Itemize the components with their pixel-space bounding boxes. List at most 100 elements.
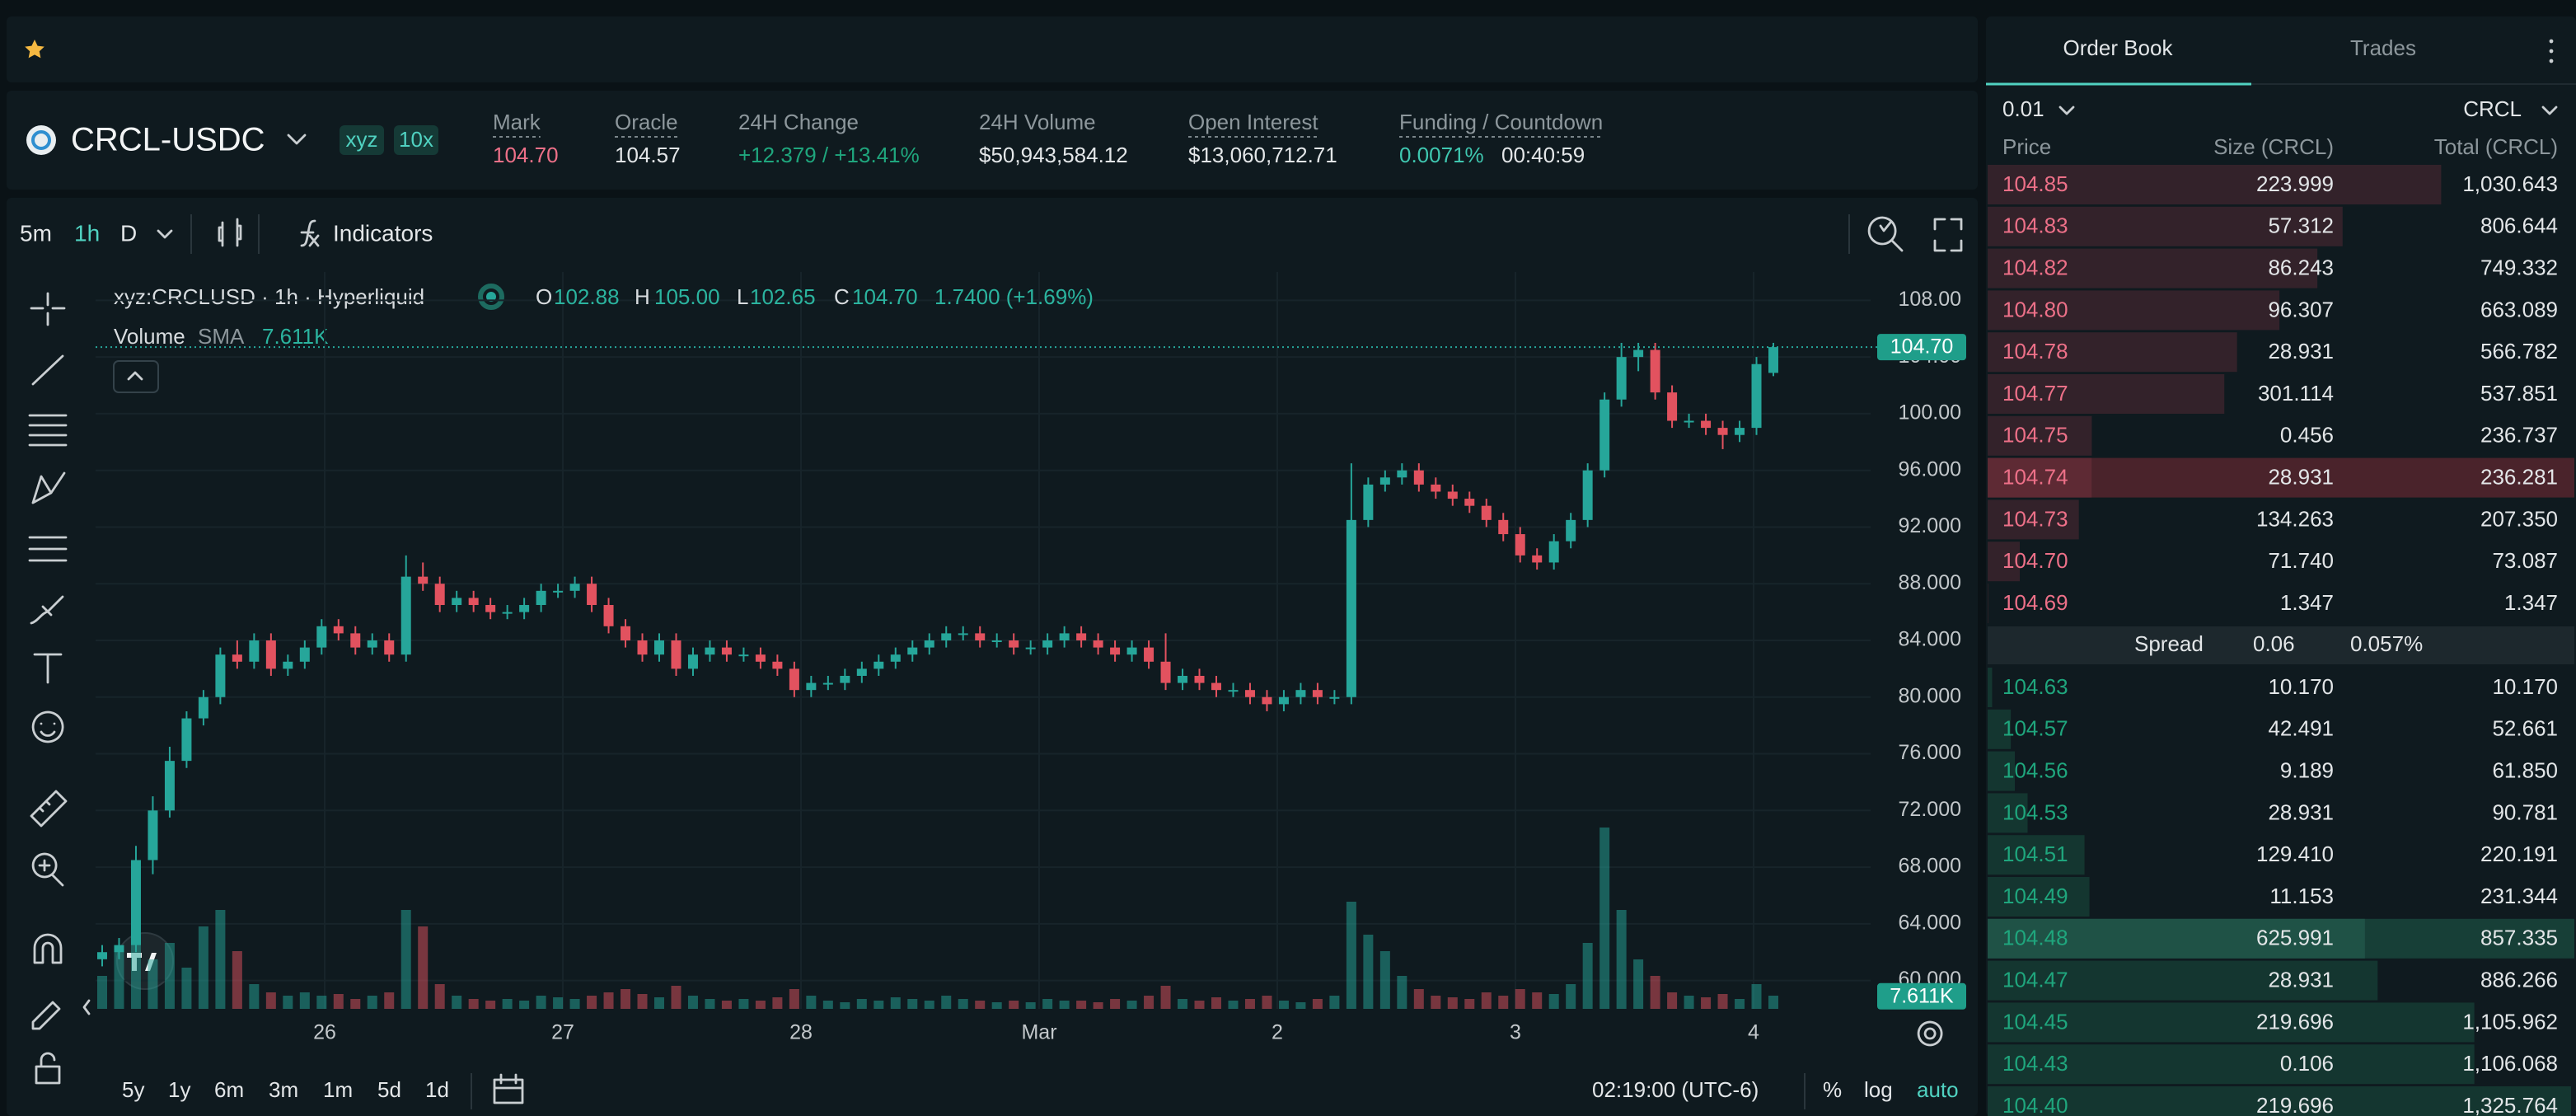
tag-bg [394, 125, 438, 155]
candle-body [1431, 484, 1441, 492]
range-button[interactable]: 1d [425, 1077, 449, 1102]
range-button[interactable]: 1m [323, 1077, 353, 1102]
depth-bar [1988, 374, 2225, 414]
brush-tool[interactable] [30, 595, 64, 625]
range-button[interactable]: 3m [269, 1077, 298, 1102]
depth-bar [1988, 499, 2079, 540]
indicators-icon[interactable] [300, 219, 320, 247]
chart-type-icon[interactable] [218, 218, 242, 247]
volume-bar [840, 1002, 850, 1009]
measure-tool[interactable] [30, 790, 68, 828]
candle-body [1768, 347, 1778, 373]
candle-body [1211, 682, 1221, 691]
candle-body [1735, 428, 1745, 435]
volume-bar [587, 996, 597, 1009]
order-total: 749.332 [2480, 255, 2558, 279]
order-total: 52.661 [2492, 716, 2558, 741]
legend-symbol: xyz:CRCLUSD · 1h · Hyperliquid [114, 284, 424, 309]
candle-body [536, 590, 546, 606]
last-price-tag [1877, 334, 1966, 361]
volume-bar [1262, 996, 1272, 1009]
favorite-star[interactable] [25, 40, 44, 59]
volume-bar [333, 994, 344, 1009]
volume-bar [502, 999, 513, 1009]
volume-bar [283, 996, 293, 1009]
unit-selector[interactable]: CRCL [2463, 96, 2522, 121]
order-size: 42.491 [2268, 716, 2334, 741]
range-button[interactable]: 6m [214, 1077, 244, 1102]
tab[interactable]: Trades [2350, 35, 2416, 60]
crosshair-tool[interactable] [30, 292, 66, 326]
order-size: 10.170 [2268, 674, 2334, 699]
fullscreen-icon[interactable] [1933, 218, 1963, 252]
scale-option[interactable]: auto [1917, 1077, 1959, 1102]
magnet-tool[interactable] [33, 933, 63, 964]
range-button[interactable]: 1y [168, 1077, 190, 1102]
order-price: 104.53 [2002, 799, 2068, 824]
candle-body [1701, 420, 1712, 429]
scale-option[interactable]: log [1864, 1077, 1893, 1102]
order-size: 134.263 [2256, 506, 2334, 531]
candle-body [755, 654, 766, 662]
candle-body [840, 675, 850, 683]
candle-body [1178, 675, 1188, 683]
zoom-tool[interactable] [31, 852, 64, 887]
projection-tool[interactable] [28, 536, 68, 562]
volume-bar [485, 1001, 496, 1009]
volume-bar [1566, 984, 1576, 1009]
tick-size[interactable]: 0.01 [2002, 96, 2044, 121]
lock-drawing-tool[interactable] [31, 1001, 61, 1030]
pattern-tool[interactable] [31, 471, 66, 504]
candle-body [384, 640, 395, 655]
symbol-dropdown[interactable] [287, 134, 307, 145]
collapse-tools[interactable] [82, 999, 91, 1015]
icon-tool[interactable] [31, 710, 64, 743]
symbol[interactable]: CRCL-USDC [71, 122, 265, 158]
candle-body [1616, 357, 1627, 400]
legend-sma: SMA [198, 324, 245, 349]
candle-body [1717, 428, 1728, 435]
candle-body [1363, 484, 1374, 520]
replay-icon[interactable] [1867, 216, 1904, 252]
x-tick-label: 2 [1272, 1021, 1283, 1044]
tick-size-dropdown[interactable] [2058, 106, 2075, 115]
date-range-icon[interactable] [493, 1073, 524, 1104]
candle-body [1633, 349, 1644, 358]
candle-body [1599, 399, 1610, 471]
volume-bar [350, 999, 361, 1009]
interval-button[interactable]: D [120, 220, 137, 246]
candle-body [1447, 491, 1458, 499]
unit-dropdown[interactable] [2541, 106, 2558, 115]
interval-dropdown[interactable] [157, 229, 173, 239]
order-price: 104.40 [2002, 1093, 2068, 1116]
column-header: Price [2002, 134, 2051, 159]
stat-label: Oracle [615, 110, 678, 134]
order-price: 104.56 [2002, 757, 2068, 782]
depth-bar [1988, 290, 2280, 331]
range-button[interactable]: 5y [122, 1077, 144, 1102]
lock-tool[interactable] [35, 1052, 61, 1085]
interval-button[interactable]: 1h [74, 220, 100, 246]
candle-body [1295, 690, 1306, 697]
trend-line-tool[interactable] [31, 354, 64, 386]
collapse-legend[interactable] [113, 360, 159, 393]
tab[interactable]: Order Book [2063, 35, 2174, 60]
spread-percent: 0.057% [2350, 631, 2423, 656]
candle-body [772, 661, 783, 669]
volume-bar [975, 1001, 986, 1009]
order-price: 104.45 [2002, 1009, 2068, 1034]
volume-bar [907, 999, 918, 1009]
range-button[interactable]: 5d [377, 1077, 401, 1102]
spread-value: 0.06 [2253, 631, 2295, 656]
scale-option[interactable]: % [1823, 1077, 1842, 1102]
fib-tool[interactable] [28, 414, 68, 447]
settings-icon[interactable] [1917, 1020, 1943, 1047]
interval-button[interactable]: 5m [20, 220, 52, 246]
candle-body [1548, 541, 1559, 563]
indicators-button[interactable]: Indicators [333, 220, 433, 246]
volume-bar [536, 996, 546, 1009]
candle-body [283, 661, 293, 669]
candle-body [1650, 349, 1660, 393]
text-tool[interactable] [33, 653, 63, 684]
